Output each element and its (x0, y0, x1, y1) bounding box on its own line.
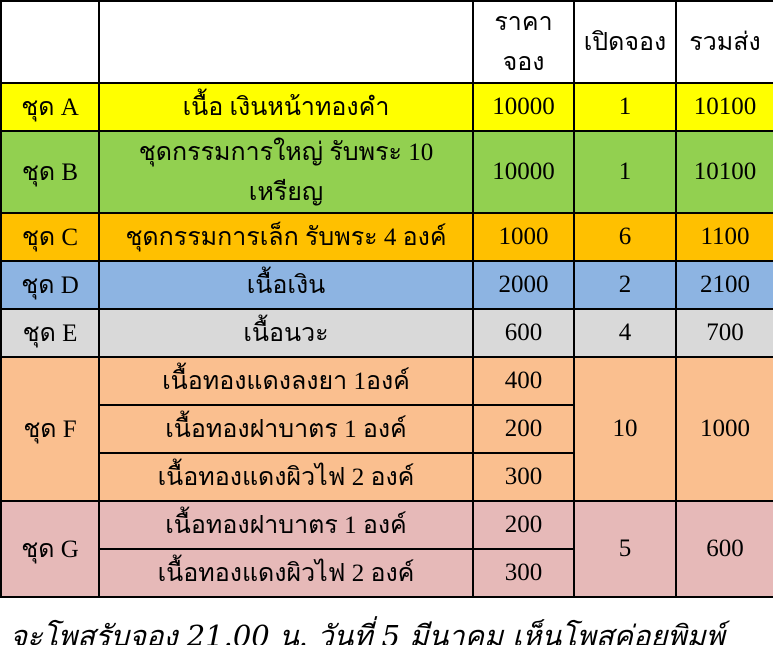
total-with-shipping: 600 (675, 500, 773, 598)
item-desc: เนื้อทองแดงผิวไฟ 2 องค์ (98, 452, 474, 502)
set-label: ชุด A (0, 82, 100, 132)
table-row-f-1: ชุด F เนื้อทองแดงลงยา 1องค์ 400 10 1000 (0, 356, 773, 502)
item-price: 300 (472, 548, 575, 598)
open-count: 6 (573, 212, 677, 262)
total-with-shipping: 10100 (675, 82, 773, 132)
item-price: 1000 (472, 212, 575, 262)
table-row-d: ชุด D เนื้อเงิน 2000 2 2100 (0, 260, 773, 310)
header-empty-cell-1 (0, 0, 100, 84)
item-price: 10000 (472, 82, 575, 132)
item-price: 2000 (472, 260, 575, 310)
item-price: 200 (472, 500, 575, 550)
item-desc: เนื้อนวะ (98, 308, 474, 358)
table-row-a: ชุด A เนื้อ เงินหน้าทองคำ 10000 1 10100 (0, 82, 773, 132)
set-label: ชุด F (0, 356, 100, 502)
col-header-price: ราคาจอง (472, 0, 575, 84)
set-label: ชุด G (0, 500, 100, 598)
footer-note: จะโพสรับจอง 21.00 น. วันที่ 5 มีนาคม เห็… (0, 616, 773, 645)
item-desc: ชุดกรรมการเล็ก รับพระ 4 องค์ (98, 212, 474, 262)
booking-table: ราคาจอง เปิดจอง รวมส่ง ชุด A เนื้อ เงินห… (0, 0, 773, 598)
table-header-row: ราคาจอง เปิดจอง รวมส่ง (0, 0, 773, 84)
set-label: ชุด E (0, 308, 100, 358)
item-desc: เนื้อทองแดงลงยา 1องค์ (98, 356, 474, 406)
total-with-shipping: 700 (675, 308, 773, 358)
set-label: ชุด D (0, 260, 100, 310)
table-row-e: ชุด E เนื้อนวะ 600 4 700 (0, 308, 773, 358)
set-label: ชุด C (0, 212, 100, 262)
open-count: 1 (573, 130, 677, 214)
item-price: 300 (472, 452, 575, 502)
header-empty-cell-2 (98, 0, 474, 84)
item-desc: เนื้อเงิน (98, 260, 474, 310)
col-header-open: เปิดจอง (573, 0, 677, 84)
footer-line-1: จะโพสรับจอง 21.00 น. วันที่ 5 มีนาคม เห็… (10, 619, 725, 645)
item-desc: เนื้อทองฝาบาตร 1 องค์ (98, 404, 474, 454)
open-count: 10 (573, 356, 677, 502)
open-count: 1 (573, 82, 677, 132)
item-price: 400 (472, 356, 575, 406)
item-desc: ชุดกรรมการใหญ่ รับพระ 10 เหรียญ (98, 130, 474, 214)
open-count: 5 (573, 500, 677, 598)
item-price: 600 (472, 308, 575, 358)
table-row-g-1: ชุด G เนื้อทองฝาบาตร 1 องค์ 200 5 600 (0, 500, 773, 598)
item-price: 10000 (472, 130, 575, 214)
item-desc: เนื้อ เงินหน้าทองคำ (98, 82, 474, 132)
total-with-shipping: 10100 (675, 130, 773, 214)
item-price: 200 (472, 404, 575, 454)
table-row-c: ชุด C ชุดกรรมการเล็ก รับพระ 4 องค์ 1000 … (0, 212, 773, 262)
open-count: 2 (573, 260, 677, 310)
set-label: ชุด B (0, 130, 100, 214)
total-with-shipping: 1000 (675, 356, 773, 502)
item-desc: เนื้อทองแดงผิวไฟ 2 องค์ (98, 548, 474, 598)
total-with-shipping: 2100 (675, 260, 773, 310)
open-count: 4 (573, 308, 677, 358)
col-header-total: รวมส่ง (675, 0, 773, 84)
table-row-b: ชุด B ชุดกรรมการใหญ่ รับพระ 10 เหรียญ 10… (0, 130, 773, 214)
item-desc: เนื้อทองฝาบาตร 1 องค์ (98, 500, 474, 550)
total-with-shipping: 1100 (675, 212, 773, 262)
